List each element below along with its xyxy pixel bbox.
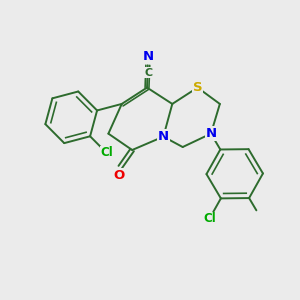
Text: S: S	[193, 81, 202, 94]
Text: Cl: Cl	[100, 146, 113, 159]
Text: N: N	[143, 50, 154, 64]
Text: N: N	[158, 130, 169, 143]
Text: Cl: Cl	[203, 212, 216, 225]
Text: C: C	[144, 68, 152, 78]
Text: N: N	[206, 127, 217, 140]
Text: O: O	[113, 169, 124, 182]
